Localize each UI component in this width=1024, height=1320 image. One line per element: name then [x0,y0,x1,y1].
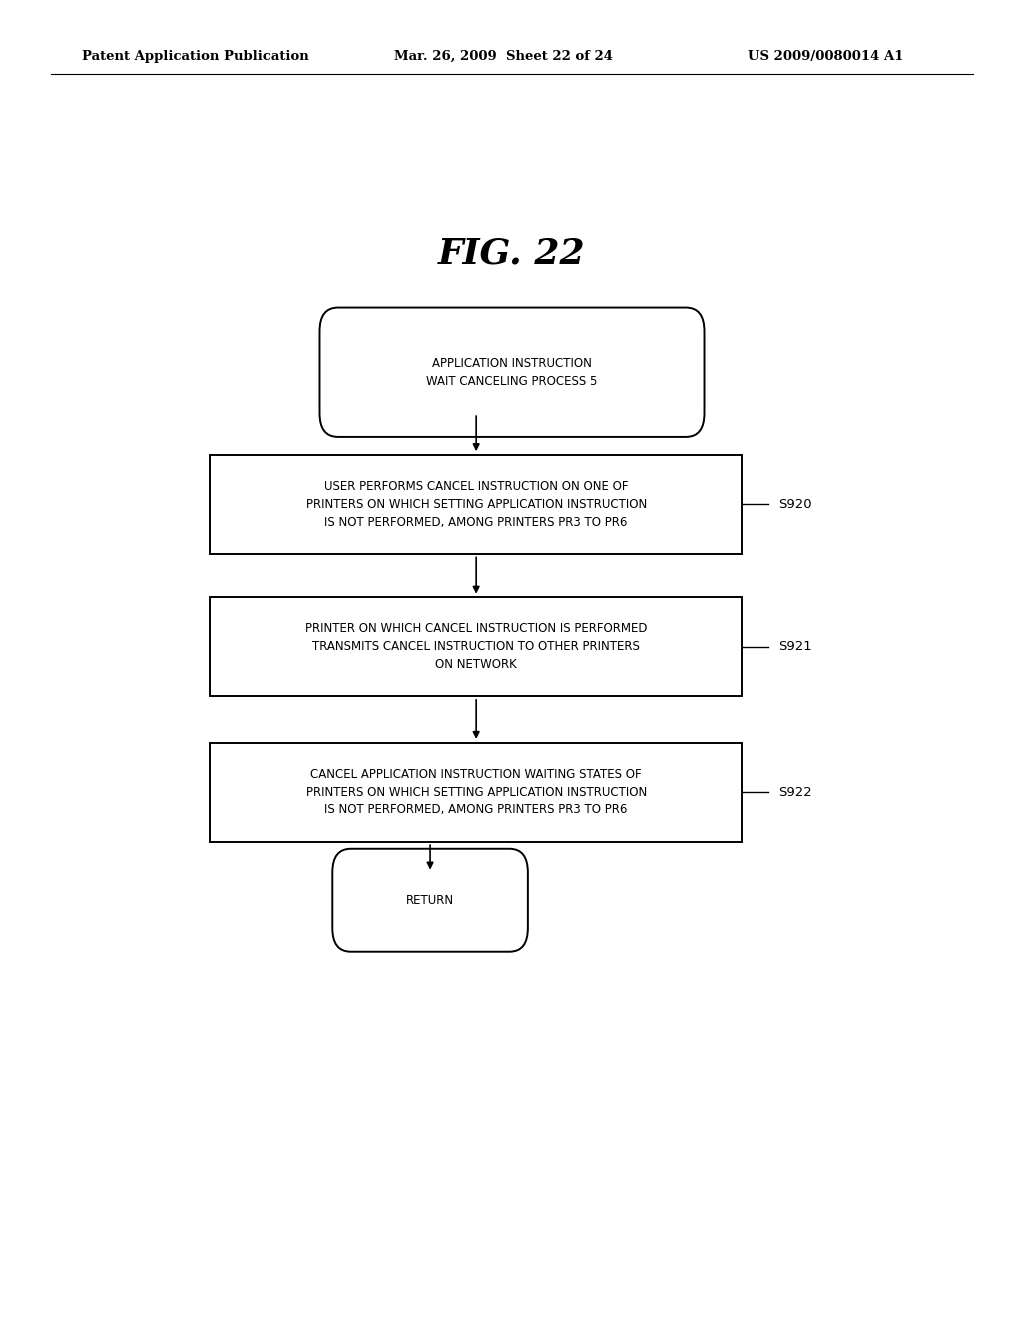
Bar [210,742,742,842]
Bar [210,597,742,697]
Text: FIG. 22: FIG. 22 [438,236,586,271]
Text: S920: S920 [778,498,812,511]
Text: S922: S922 [778,785,812,799]
FancyBboxPatch shape [332,849,528,952]
Text: RETURN: RETURN [407,894,454,907]
Text: APPLICATION INSTRUCTION
WAIT CANCELING PROCESS 5: APPLICATION INSTRUCTION WAIT CANCELING P… [426,356,598,388]
Text: S921: S921 [778,640,812,653]
Text: Patent Application Publication: Patent Application Publication [82,50,308,63]
Text: PRINTER ON WHICH CANCEL INSTRUCTION IS PERFORMED
TRANSMITS CANCEL INSTRUCTION TO: PRINTER ON WHICH CANCEL INSTRUCTION IS P… [305,622,647,672]
Text: US 2009/0080014 A1: US 2009/0080014 A1 [748,50,903,63]
Bar [210,454,742,554]
FancyBboxPatch shape [319,308,705,437]
Text: CANCEL APPLICATION INSTRUCTION WAITING STATES OF
PRINTERS ON WHICH SETTING APPLI: CANCEL APPLICATION INSTRUCTION WAITING S… [305,767,647,817]
Text: Mar. 26, 2009  Sheet 22 of 24: Mar. 26, 2009 Sheet 22 of 24 [394,50,613,63]
Text: USER PERFORMS CANCEL INSTRUCTION ON ONE OF
PRINTERS ON WHICH SETTING APPLICATION: USER PERFORMS CANCEL INSTRUCTION ON ONE … [305,479,647,529]
